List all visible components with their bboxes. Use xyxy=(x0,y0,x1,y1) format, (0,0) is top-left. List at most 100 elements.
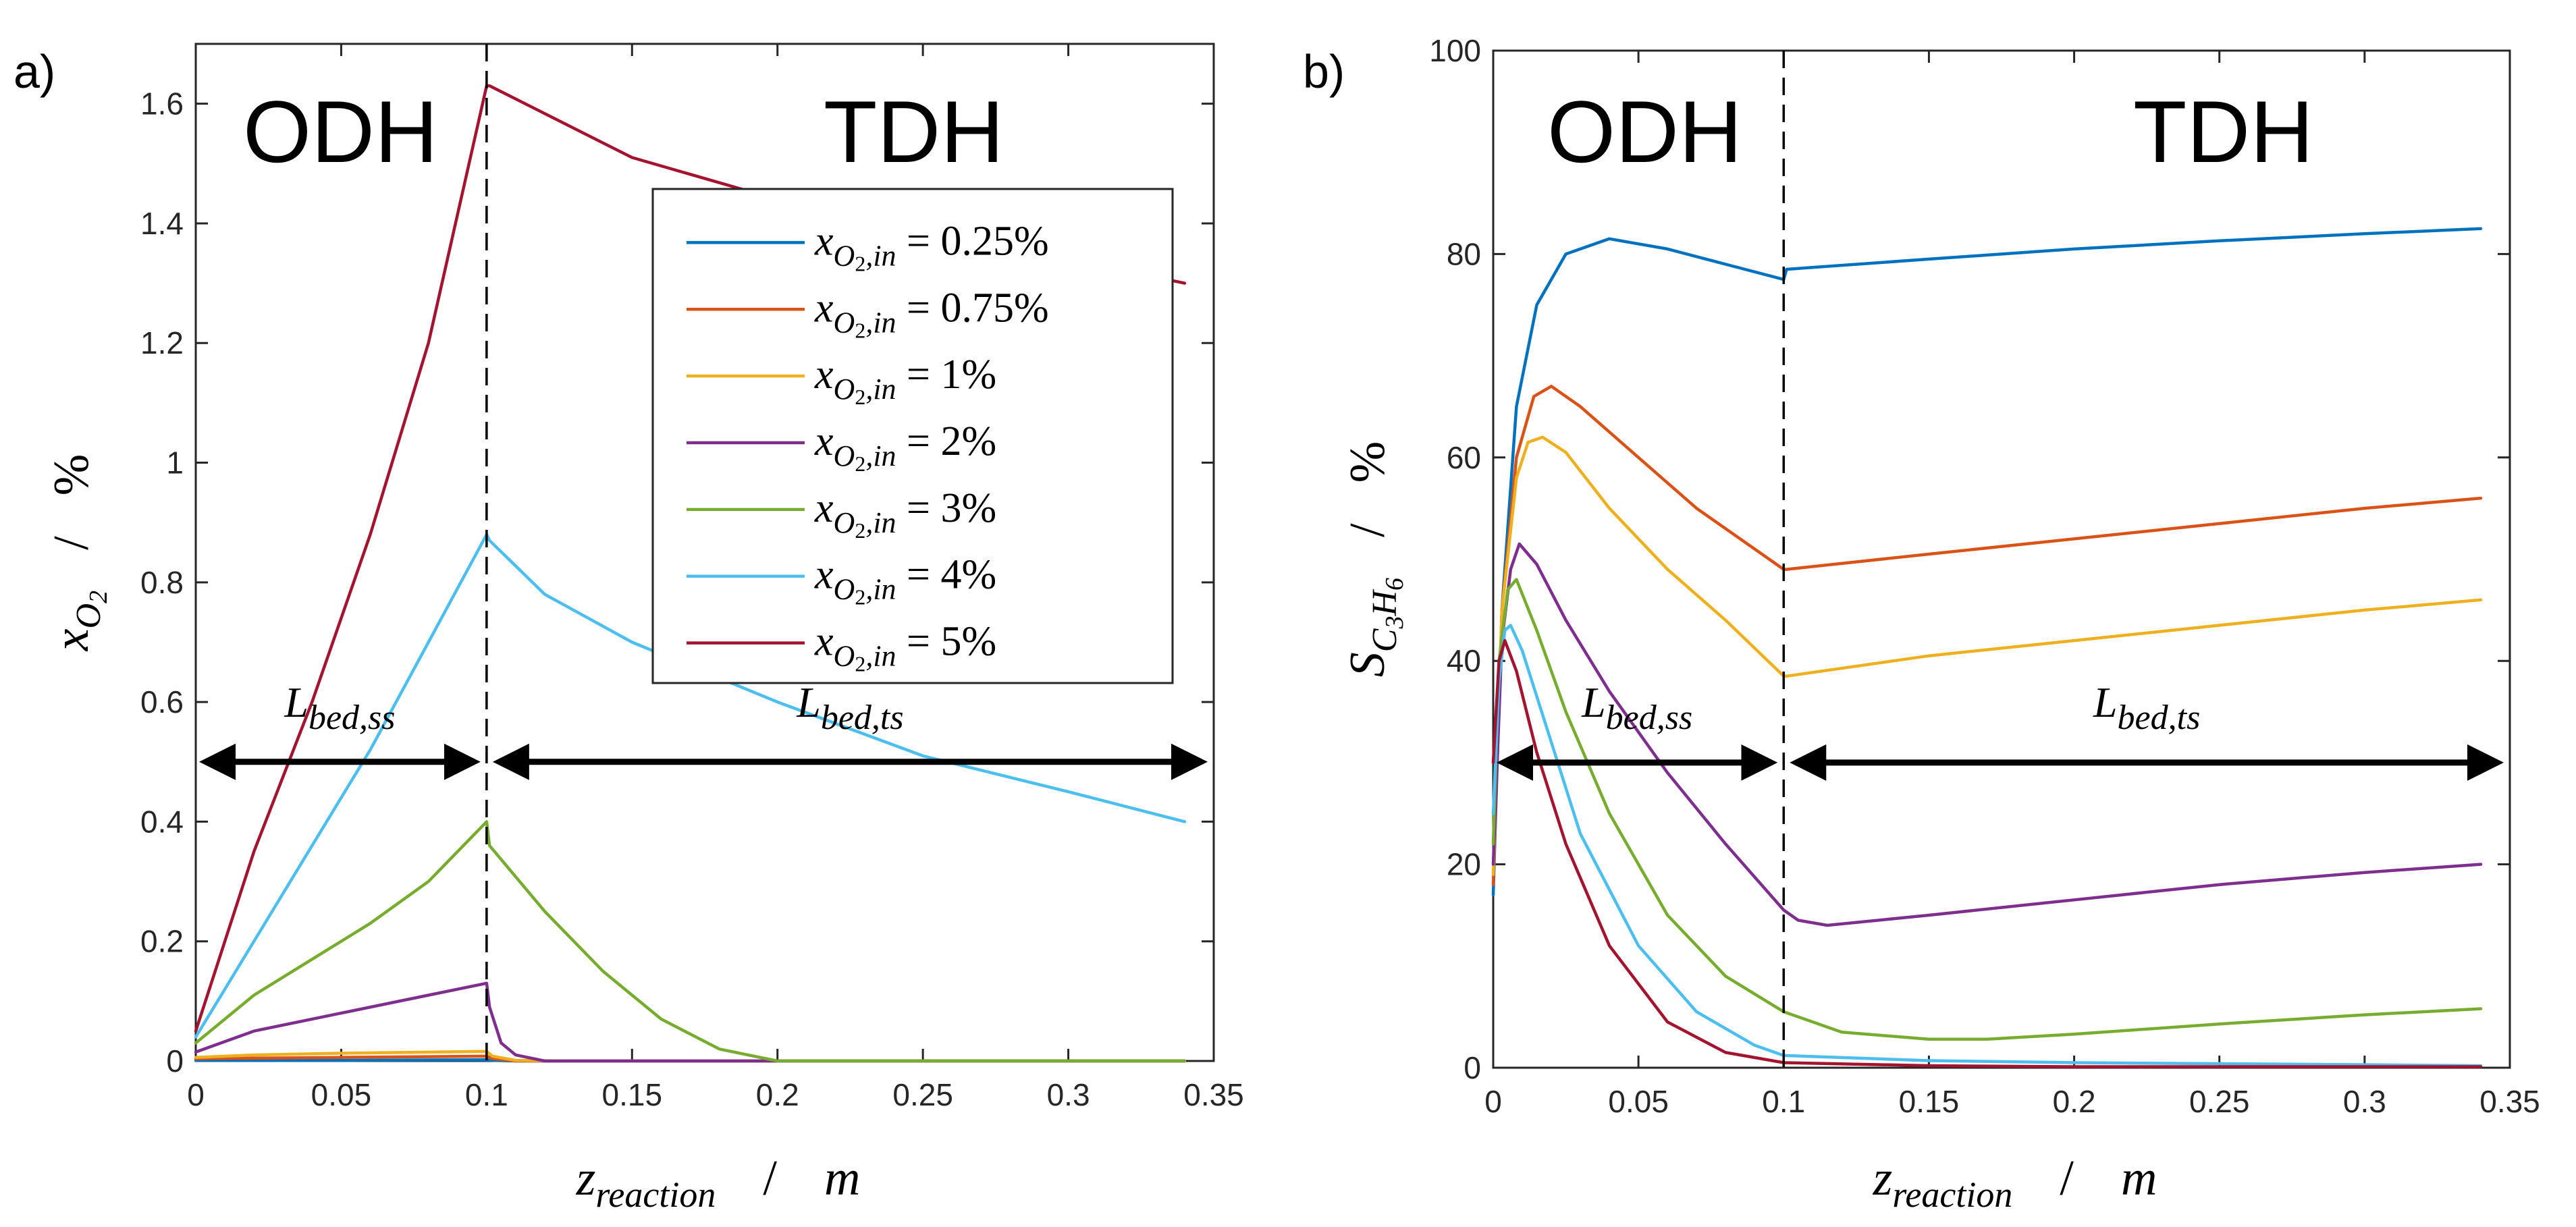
text-span: O xyxy=(834,239,855,272)
text-span: = 2% xyxy=(896,418,997,464)
text-span: x xyxy=(44,628,99,651)
x-tick-label: 0.35 xyxy=(1183,1077,1244,1112)
series-line-5 xyxy=(1491,624,2483,1068)
x-tick-label: 0.3 xyxy=(2343,1084,2386,1119)
text-span: L xyxy=(2093,678,2118,726)
text-span: x xyxy=(814,552,834,598)
text-span: % xyxy=(1340,441,1395,483)
x-axis-label: zreaction / m xyxy=(576,1151,861,1215)
text-span: 2 xyxy=(855,585,865,609)
y-tick-label: 0 xyxy=(1464,1050,1481,1085)
x-tick-label: 0 xyxy=(187,1077,205,1112)
legend-entry-0: xO2,in = 0.25% xyxy=(814,218,1049,275)
series-line-3 xyxy=(194,981,1187,1063)
text-span: x xyxy=(814,418,834,464)
y-axis-label: xO2 /% xyxy=(44,454,113,652)
text-span: 2 xyxy=(855,385,865,409)
panel-a: 0 0.05 0.1 0.15 0.2 0.25 0.3 0.35 0 0.2 0.4 0.6 0.8 1… xyxy=(14,43,1244,1215)
y-tick-label: 1.4 xyxy=(140,206,184,241)
text-span: ,in xyxy=(865,506,896,539)
text-span: bed,ss xyxy=(308,699,396,737)
text-span: reaction xyxy=(595,1174,716,1215)
text-span: O xyxy=(834,373,855,406)
region-label-odh: ODH xyxy=(1547,82,1742,181)
text-span: L xyxy=(1581,678,1606,726)
text-span: 3 xyxy=(1380,616,1409,630)
panel-b: 0 0.05 0.1 0.15 0.2 0.25 0.3 0.35 0 20 40 60 80 100 OD… xyxy=(1303,33,2540,1215)
text-span: / xyxy=(1340,523,1395,537)
x-tick-label: 0.25 xyxy=(2189,1084,2250,1119)
text-span: O xyxy=(834,573,855,606)
legend-entry-4: xO2,in = 3% xyxy=(814,485,996,543)
panel-label: a) xyxy=(14,45,55,98)
x-tick-label: 0.2 xyxy=(756,1077,799,1112)
x-tick-label: 0.15 xyxy=(1899,1084,1960,1119)
legend-entry-2: xO2,in = 1% xyxy=(814,352,996,409)
text-span: 2 xyxy=(855,318,865,342)
text-span: ,in xyxy=(865,239,896,272)
y-tick-label: 1 xyxy=(166,445,184,481)
text-span: x xyxy=(814,352,834,398)
text-span: O xyxy=(834,640,855,673)
text-span: = 0.75% xyxy=(896,285,1049,331)
text-span: z xyxy=(1873,1151,1893,1206)
text-span: = 4% xyxy=(896,552,997,598)
text-span: bed,ss xyxy=(1606,699,1693,737)
text-span: / xyxy=(44,536,99,550)
x-tick-label: 0.35 xyxy=(2479,1084,2540,1119)
length-arrow-label-0: Lbed,ss xyxy=(284,678,395,737)
text-span: L xyxy=(796,678,821,726)
y-axis-label: SC3H6 /% xyxy=(1340,441,1409,677)
y-tick-label: 0.4 xyxy=(140,804,184,839)
text-span: m xyxy=(2121,1151,2157,1206)
series-line-2 xyxy=(1491,435,2483,876)
text-span: ,in xyxy=(865,306,896,339)
text-span: 2 xyxy=(855,518,865,543)
y-tick-label: 60 xyxy=(1447,440,1481,475)
y-tick-label: 0 xyxy=(166,1043,184,1079)
series-line-4 xyxy=(194,820,1187,1063)
text-span: O xyxy=(834,306,855,339)
text-span: ,in xyxy=(865,439,896,472)
text-span: O xyxy=(834,506,855,539)
region-label-odh: ODH xyxy=(243,82,438,181)
legend-entry-6: xO2,in = 5% xyxy=(814,619,996,676)
text-span: bed,ts xyxy=(2118,699,2201,737)
text-span: 2 xyxy=(855,452,865,476)
series-line-6 xyxy=(1491,638,2483,1068)
x-tick-label: 0.05 xyxy=(1608,1084,1669,1119)
text-span: reaction xyxy=(1892,1174,2012,1215)
text-span: = 3% xyxy=(896,485,997,531)
series-line-3 xyxy=(1491,542,2483,927)
series-line-1 xyxy=(1491,385,2483,886)
x-tick-label: 0 xyxy=(1484,1084,1502,1119)
x-tick-label: 0.1 xyxy=(465,1077,508,1112)
text-span: x xyxy=(814,218,834,264)
legend-box xyxy=(651,188,1174,684)
text-span: C xyxy=(1366,628,1404,652)
x-axis-label: zreaction / m xyxy=(1873,1151,2157,1215)
text-span: / xyxy=(763,1151,777,1206)
text-span: ,in xyxy=(865,573,896,606)
text-span: 2 xyxy=(855,652,865,676)
legend-entry-5: xO2,in = 4% xyxy=(814,552,996,609)
y-tick-label: 0.2 xyxy=(140,924,184,959)
text-span: L xyxy=(284,678,308,726)
panel-label: b) xyxy=(1303,45,1345,98)
y-tick-label: 1.2 xyxy=(140,325,184,360)
y-tick-label: 0.8 xyxy=(140,565,184,600)
series-line-4 xyxy=(1491,578,2483,1041)
text-span: z xyxy=(576,1151,596,1206)
text-span: H xyxy=(1366,589,1404,617)
text-span: O xyxy=(70,603,108,629)
text-span: O xyxy=(834,439,855,472)
y-tick-label: 1.6 xyxy=(140,86,184,121)
legend-entry-3: xO2,in = 2% xyxy=(814,418,996,476)
text-span: x xyxy=(814,619,834,665)
text-span: 2 xyxy=(84,591,113,603)
region-label-tdh: TDH xyxy=(824,82,1004,181)
y-tick-label: 20 xyxy=(1447,847,1481,882)
y-tick-label: 100 xyxy=(1429,33,1481,68)
legend-entry-1: xO2,in = 0.75% xyxy=(814,285,1049,342)
